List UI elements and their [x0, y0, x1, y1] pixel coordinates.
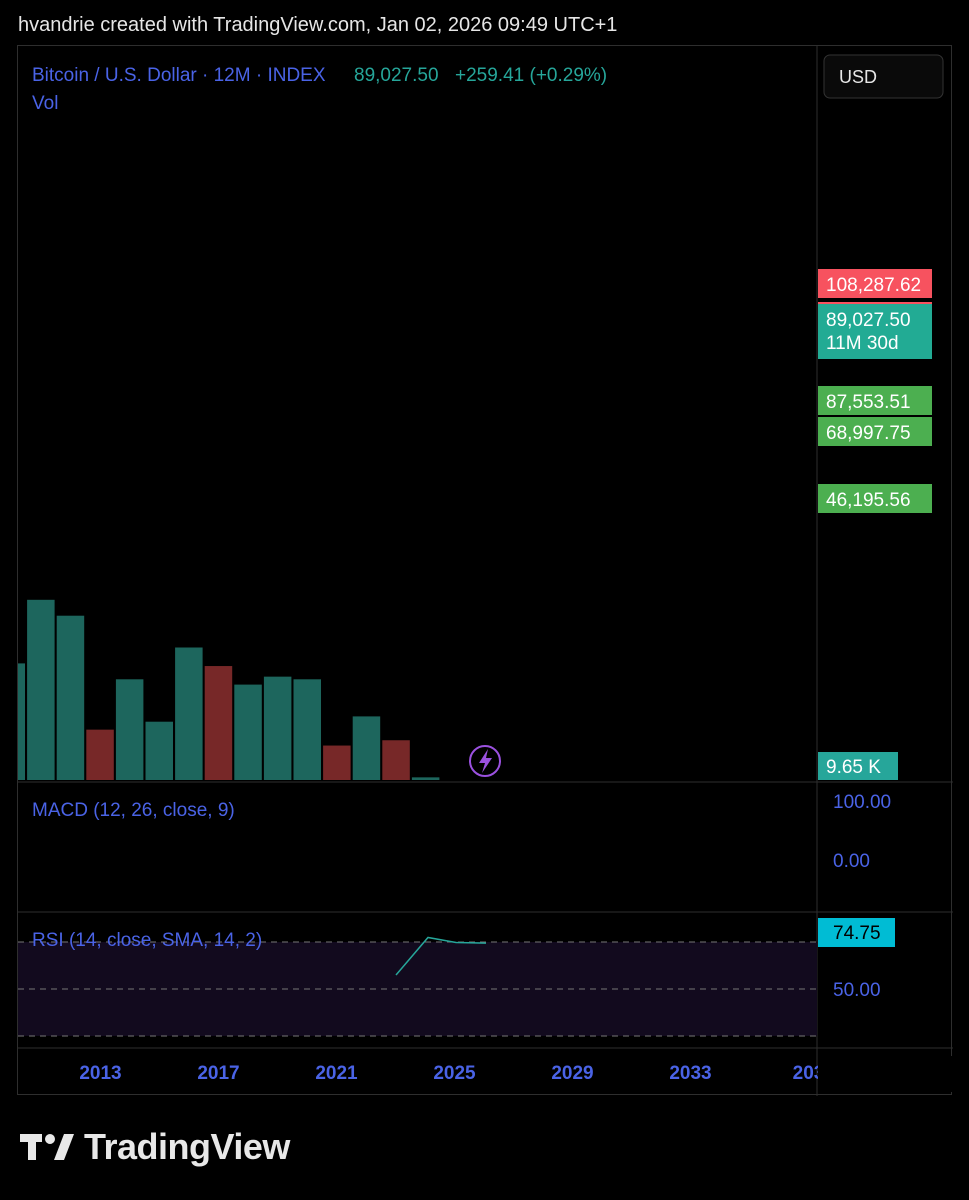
volume-badge [818, 752, 898, 780]
macd-tick: 100.00 [833, 792, 891, 813]
time-axis-label: 203 [793, 1063, 825, 1084]
price-badge-bg [818, 304, 932, 359]
price-badge [818, 304, 932, 359]
price-badge [818, 269, 932, 298]
time-axis-label: 2029 [551, 1063, 593, 1084]
volume-bar [323, 745, 351, 780]
volume-bar [56, 615, 85, 780]
price-badge-label: 87,553.51 [826, 392, 911, 413]
lightning-icon-bolt [479, 749, 492, 773]
volume-badge-label: 9.65 K [826, 757, 881, 778]
price-badge-label: 108,287.62 [826, 275, 921, 296]
attribution-header: hvandrie created with TradingView.com, J… [18, 14, 618, 36]
time-axis-label: 2025 [433, 1063, 476, 1084]
volume-bar [18, 663, 25, 780]
volume-bar [234, 684, 262, 780]
rsi-badge [818, 918, 895, 947]
price-badge [818, 484, 932, 513]
price-badge-label: 89,027.50 [826, 310, 911, 331]
tradingview-logo: TradingView [20, 1126, 290, 1168]
volume-bar [204, 666, 233, 780]
time-axis-label: 2017 [197, 1063, 239, 1084]
chart-svg[interactable]: Bitcoin / U.S. Dollar · 12M · INDEX 89,02… [18, 46, 953, 1096]
brand-name: TradingView [84, 1126, 290, 1167]
volume-bar [411, 777, 440, 780]
price-badge-label: 68,997.75 [826, 423, 911, 444]
volume-label: Vol [32, 93, 58, 114]
volume-bar [27, 599, 55, 780]
legend-price: 89,027.50 [354, 65, 439, 86]
chart-frame: Bitcoin / U.S. Dollar · 12M · INDEX 89,02… [17, 45, 953, 1096]
macd-tick: 0.00 [833, 851, 870, 872]
rsi-line [395, 936, 487, 976]
volume-bar [293, 679, 321, 780]
volume-bar [145, 721, 173, 780]
price-badge [818, 386, 932, 415]
currency-button-label: USD [839, 67, 877, 87]
macd-label: MACD (12, 26, close, 9) [32, 800, 235, 821]
rsi-label: RSI (14, close, SMA, 14, 2) [32, 930, 262, 951]
volume-bar [115, 679, 144, 780]
tradingview-logo-icon [20, 1134, 74, 1160]
time-axis-label: 2021 [315, 1063, 358, 1084]
lightning-icon[interactable] [469, 745, 501, 777]
price-badge-bg [818, 484, 932, 513]
price-badge-bg [818, 269, 932, 298]
volume-bar [352, 716, 381, 780]
time-axis-label: 2013 [79, 1063, 121, 1084]
price-badge-label: 46,195.56 [826, 490, 911, 511]
time-axis-mask [818, 1056, 953, 1092]
rsi-tick: 50.00 [833, 980, 881, 1001]
price-badge-bg [818, 386, 932, 415]
volume-bar [263, 676, 292, 780]
volume-bar [382, 740, 410, 780]
rsi-badge-label: 74.75 [833, 923, 881, 944]
legend-change: +259.41 (+0.29%) [455, 65, 607, 86]
price-badge [818, 417, 932, 446]
price-badge-bg [818, 417, 932, 446]
symbol-title: Bitcoin / U.S. Dollar · 12M · INDEX [32, 65, 326, 86]
lightning-icon-ring [469, 745, 501, 777]
price-badge-sublabel: 11M 30d [826, 333, 899, 354]
currency-button[interactable] [823, 54, 944, 99]
volume-bar [175, 647, 203, 780]
time-axis-label: 2033 [669, 1063, 711, 1084]
volume-bar [86, 729, 114, 780]
